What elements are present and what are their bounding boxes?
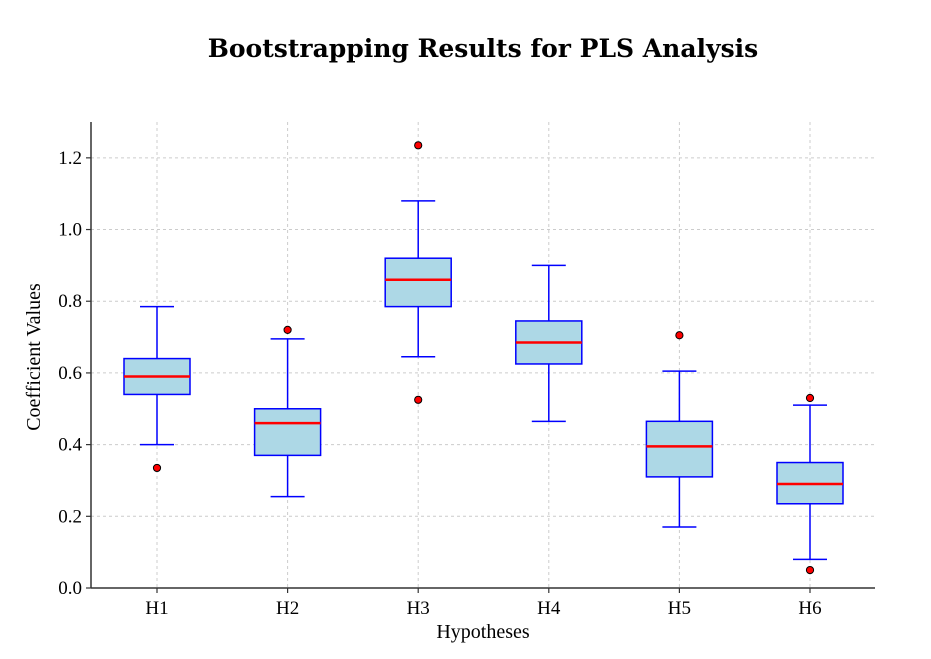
outlier-point	[805, 393, 815, 403]
box-h3	[384, 141, 452, 404]
outlier-point	[675, 331, 684, 340]
x-axis-label: Hypotheses	[436, 621, 530, 643]
grid-layer	[91, 122, 875, 589]
iqr-box	[384, 257, 452, 308]
y-tick-label: 0.8	[58, 291, 82, 312]
outlier-point	[805, 565, 815, 575]
x-tick-label: H2	[276, 598, 299, 619]
y-tick-label: 0.2	[58, 506, 82, 527]
iqr-box	[253, 408, 322, 457]
x-tick-label: H4	[537, 598, 561, 619]
axis-layer: 0.0 0.2 0.4 0.6 0.8 1.0 1.2 H1 H2 H3 H4 H5 H6	[58, 122, 875, 619]
y-axis-label: Coefficient Values	[23, 283, 45, 431]
x-tick-label: H1	[145, 598, 168, 619]
iqr-box	[645, 420, 714, 478]
y-tick-label: 0.6	[58, 363, 82, 384]
y-tick-label: 1.2	[58, 148, 82, 169]
box-h6	[776, 393, 844, 575]
box-h2	[253, 325, 322, 498]
outlier-point	[414, 141, 423, 150]
box-layer	[123, 141, 844, 575]
chart-title: Bootstrapping Results for PLS Analysis	[208, 34, 758, 63]
outlier-point	[283, 325, 292, 335]
y-tick-label: 1.0	[58, 220, 82, 241]
x-tick-label: H6	[798, 598, 821, 619]
x-tick-label: H3	[407, 598, 430, 619]
outlier-point	[152, 463, 162, 473]
y-tick-label: 0.0	[58, 578, 82, 599]
box-h5	[645, 331, 714, 528]
y-tick-label: 0.4	[58, 435, 82, 456]
box-h1	[123, 305, 191, 473]
outlier-point	[414, 395, 423, 404]
x-tick-label: H5	[668, 598, 691, 619]
box-h4	[515, 264, 583, 423]
